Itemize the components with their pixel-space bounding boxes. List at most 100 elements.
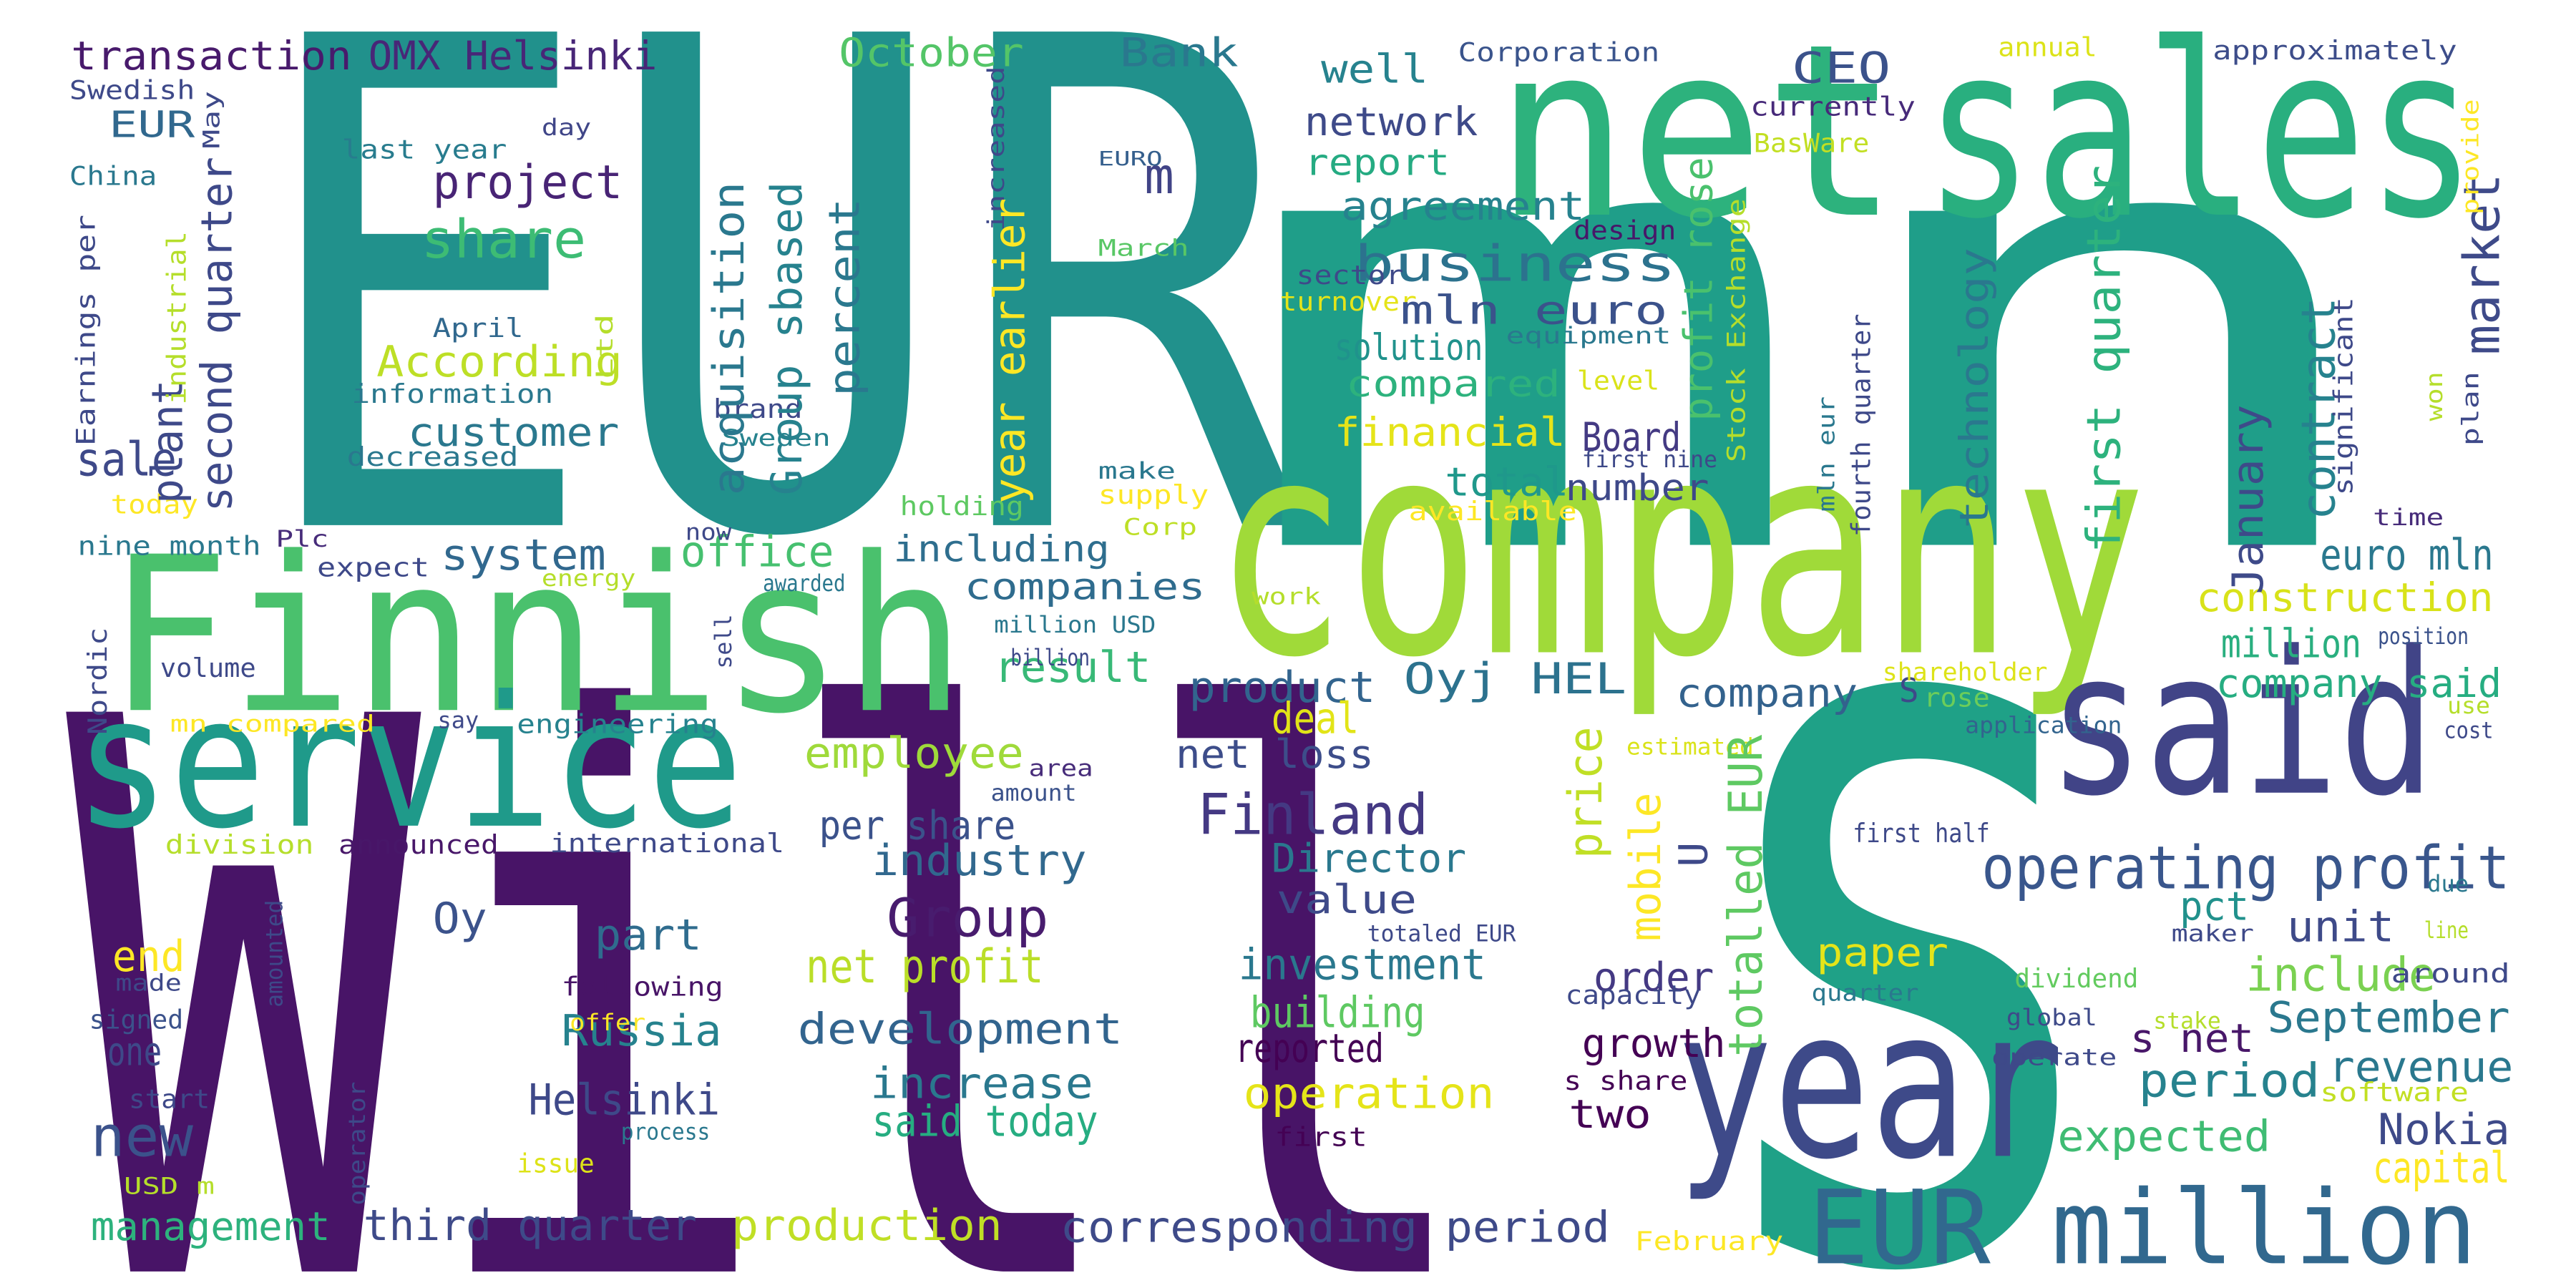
word: euro mln bbox=[2320, 530, 2493, 580]
word: cost bbox=[2444, 717, 2493, 744]
word: value bbox=[1277, 877, 1417, 923]
word: expected bbox=[2057, 1111, 2270, 1161]
word: international bbox=[550, 828, 784, 859]
word: April bbox=[433, 313, 524, 343]
word: million bbox=[2221, 621, 2361, 667]
word: total bbox=[1445, 459, 1568, 505]
word: EUR bbox=[109, 104, 195, 146]
word: Stock Exchange bbox=[1723, 198, 1752, 462]
word: third quarter bbox=[364, 1201, 697, 1251]
word: period bbox=[2138, 1054, 2320, 1108]
word: first half bbox=[1853, 818, 1990, 849]
word: reported bbox=[1235, 1026, 1384, 1072]
word: amount bbox=[991, 779, 1077, 806]
word: Swedish bbox=[69, 74, 195, 105]
word: sector bbox=[1297, 260, 1404, 291]
word: March bbox=[1098, 235, 1189, 262]
word: shareholder bbox=[1883, 658, 2048, 687]
word: volume bbox=[160, 653, 256, 683]
word: due bbox=[2427, 870, 2469, 897]
word: now bbox=[686, 519, 732, 546]
word: capital bbox=[2373, 1143, 2510, 1193]
word: Oy bbox=[433, 894, 487, 944]
word: sale bbox=[76, 434, 177, 487]
word: mn bbox=[1230, 0, 2402, 690]
word: annual bbox=[1998, 31, 2097, 62]
word: won bbox=[2421, 371, 2448, 421]
word: net bbox=[1494, 0, 1898, 271]
word: Corporation bbox=[1458, 36, 1660, 67]
word: growth bbox=[1582, 1021, 1726, 1067]
word: per share bbox=[819, 803, 1016, 849]
word: Nordic bbox=[82, 628, 113, 735]
word: equipment bbox=[1506, 322, 1672, 349]
word: building bbox=[1250, 987, 1425, 1038]
word: mln euro bbox=[1400, 288, 1668, 333]
word: Ltd bbox=[591, 313, 618, 379]
word: Corp bbox=[1123, 514, 1197, 541]
word: rose bbox=[1923, 683, 1989, 713]
word: awarded bbox=[763, 570, 845, 597]
word: Oyj HEL bbox=[1404, 654, 1627, 704]
word: decreased bbox=[347, 441, 519, 472]
word: mln eur bbox=[1813, 396, 1840, 512]
word: said bbox=[2048, 610, 2436, 840]
word: company bbox=[1676, 671, 1858, 717]
word: Sweden bbox=[721, 424, 830, 452]
word: result bbox=[994, 643, 1151, 693]
word: position bbox=[2378, 623, 2469, 650]
word: made bbox=[116, 970, 182, 997]
word: Director bbox=[1272, 836, 1466, 882]
word: maker bbox=[2172, 919, 2254, 947]
word: contract bbox=[2293, 297, 2346, 520]
word: According bbox=[376, 337, 623, 387]
word: expect bbox=[317, 552, 429, 582]
word: pct bbox=[2180, 884, 2249, 930]
word: brand bbox=[713, 394, 803, 424]
word: EUR bbox=[248, 0, 1309, 686]
word: Nokia bbox=[2378, 1105, 2510, 1155]
word: Finnish bbox=[107, 511, 966, 761]
word: companies bbox=[965, 566, 1206, 608]
word: construction bbox=[2196, 575, 2493, 621]
word: global bbox=[2006, 1004, 2097, 1031]
word: Group bbox=[887, 887, 1048, 949]
word: start bbox=[129, 1083, 210, 1114]
word: application bbox=[1965, 712, 2122, 739]
word: acquisition bbox=[704, 182, 754, 495]
word: production bbox=[731, 1201, 1002, 1251]
word: increased bbox=[982, 66, 1010, 231]
word: Will bbox=[66, 560, 1486, 1288]
word: end bbox=[112, 932, 185, 982]
word: division bbox=[165, 829, 314, 860]
word: stake bbox=[2153, 1008, 2221, 1035]
word: Finland bbox=[1197, 781, 1428, 847]
word: development bbox=[798, 1004, 1123, 1054]
word: offer bbox=[570, 1009, 645, 1036]
word: China bbox=[69, 160, 157, 191]
word: supply bbox=[1098, 479, 1209, 510]
word: number bbox=[1566, 467, 1709, 509]
word: s net bbox=[2130, 1016, 2254, 1062]
word: revenue bbox=[2328, 1043, 2513, 1093]
word: service bbox=[74, 657, 743, 869]
word: new bbox=[91, 1103, 194, 1169]
word: s bbox=[1684, 306, 2130, 1288]
word: issue bbox=[517, 1148, 594, 1179]
word: customer bbox=[408, 410, 619, 456]
word: unit bbox=[2287, 902, 2394, 952]
word: transaction bbox=[71, 34, 351, 79]
word: holding bbox=[900, 491, 1024, 522]
word: market bbox=[2454, 173, 2511, 355]
word: said today bbox=[872, 1097, 1098, 1147]
word: dividend bbox=[2014, 963, 2138, 994]
word: Helsinki bbox=[528, 1075, 720, 1126]
word: first nine bbox=[1582, 446, 1717, 473]
word: software bbox=[2320, 1077, 2469, 1108]
word: following bbox=[562, 972, 723, 1002]
word: level bbox=[1577, 366, 1659, 396]
word: first bbox=[1275, 1122, 1367, 1153]
word: September bbox=[2267, 992, 2509, 1043]
word: signed bbox=[89, 1005, 184, 1035]
